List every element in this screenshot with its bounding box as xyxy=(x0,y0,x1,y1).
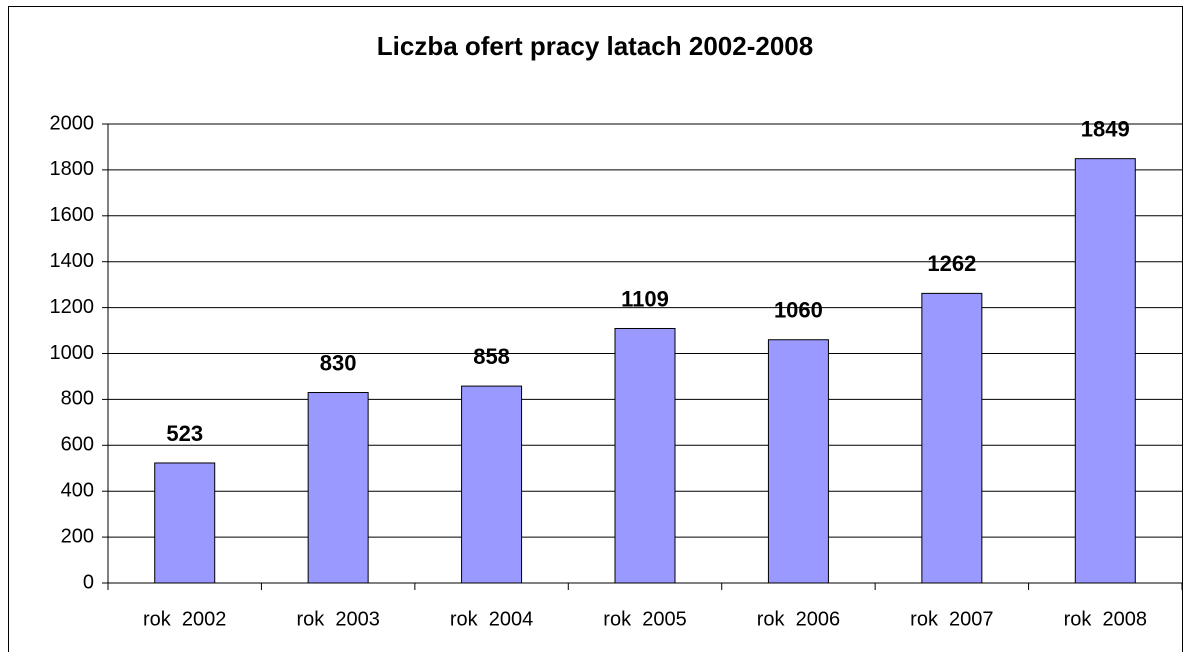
y-tick-label: 600 xyxy=(61,434,94,456)
value-label: 1060 xyxy=(774,298,823,323)
value-label: 1849 xyxy=(1081,116,1130,141)
bar xyxy=(921,292,983,584)
y-tick-label: 1200 xyxy=(50,296,95,318)
bar xyxy=(154,462,216,584)
x-tick-label: rok 2002 xyxy=(143,608,226,630)
y-tick-label: 2000 xyxy=(50,112,95,134)
y-tick-label: 800 xyxy=(61,388,94,410)
y-tick-label: 200 xyxy=(61,525,94,547)
y-tick-label: 0 xyxy=(83,571,94,593)
value-label: 1262 xyxy=(927,251,976,276)
y-tick-label: 1600 xyxy=(50,204,95,226)
bar xyxy=(1074,158,1136,584)
value-label: 830 xyxy=(320,350,357,375)
value-label: 1109 xyxy=(621,286,669,311)
y-tick-label: 400 xyxy=(61,479,94,501)
bar xyxy=(767,339,829,584)
bar xyxy=(614,327,676,584)
y-tick-label: 1000 xyxy=(50,342,95,364)
x-tick-label: rok 2004 xyxy=(450,608,533,630)
x-tick-label: rok 2006 xyxy=(757,608,840,630)
value-label: 523 xyxy=(166,421,203,446)
value-label: 858 xyxy=(473,344,510,369)
chart-title: Liczba ofert pracy latach 2002-2008 xyxy=(377,31,813,61)
bar xyxy=(307,392,369,584)
x-tick-label: rok 2007 xyxy=(910,608,993,630)
bar xyxy=(461,385,523,584)
x-tick-label: rok 2003 xyxy=(296,608,379,630)
x-tick-label: rok 2008 xyxy=(1064,608,1147,630)
x-tick-label: rok 2005 xyxy=(603,608,686,630)
y-tick-label: 1800 xyxy=(50,158,95,180)
y-tick-label: 1400 xyxy=(50,250,95,272)
